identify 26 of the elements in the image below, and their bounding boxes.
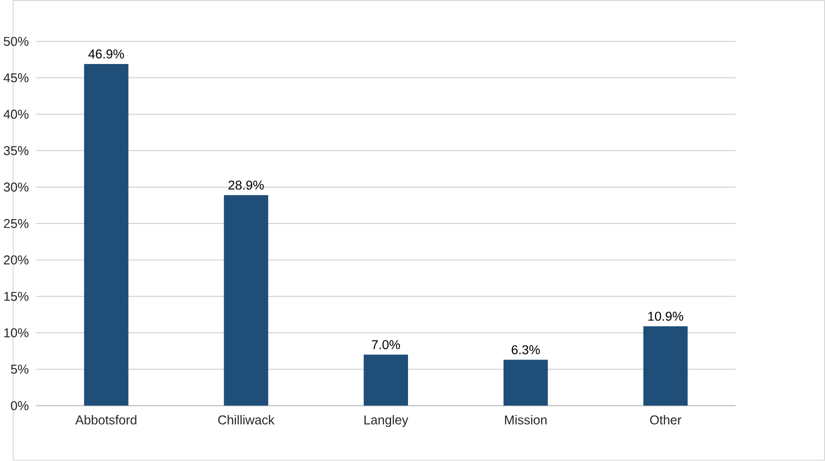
y-tick-label: 40% [4, 110, 28, 119]
x-tick-label: Mission [505, 415, 547, 425]
bar [224, 195, 268, 406]
y-tick-label: 30% [4, 182, 28, 192]
y-tick-label: 35% [4, 146, 28, 156]
data-label: 7.0% [372, 340, 400, 350]
data-label: 28.9% [228, 180, 264, 190]
y-tick-label: 5% [10, 364, 28, 374]
y-tick-label: 20% [4, 255, 28, 265]
data-label: 6.3% [512, 345, 540, 354]
data-label: 46.9% [88, 50, 124, 59]
bar [643, 326, 688, 406]
y-tick-label: 15% [4, 292, 28, 301]
x-tick-label: Other [650, 415, 682, 425]
y-tick-label: 0% [10, 401, 28, 410]
data-label: 10.9% [648, 312, 684, 321]
y-tick-label: 25% [4, 219, 28, 228]
x-tick-label: Abbotsford [75, 415, 136, 425]
x-tick-label: Langley [364, 415, 408, 428]
y-tick-label: 50% [4, 36, 28, 46]
bar [364, 354, 408, 406]
y-tick-label: 10% [4, 328, 28, 338]
x-tick-label: Chilliwack [218, 415, 275, 425]
bar [84, 64, 128, 406]
y-tick-label: 45% [4, 73, 28, 82]
bar [504, 360, 548, 406]
